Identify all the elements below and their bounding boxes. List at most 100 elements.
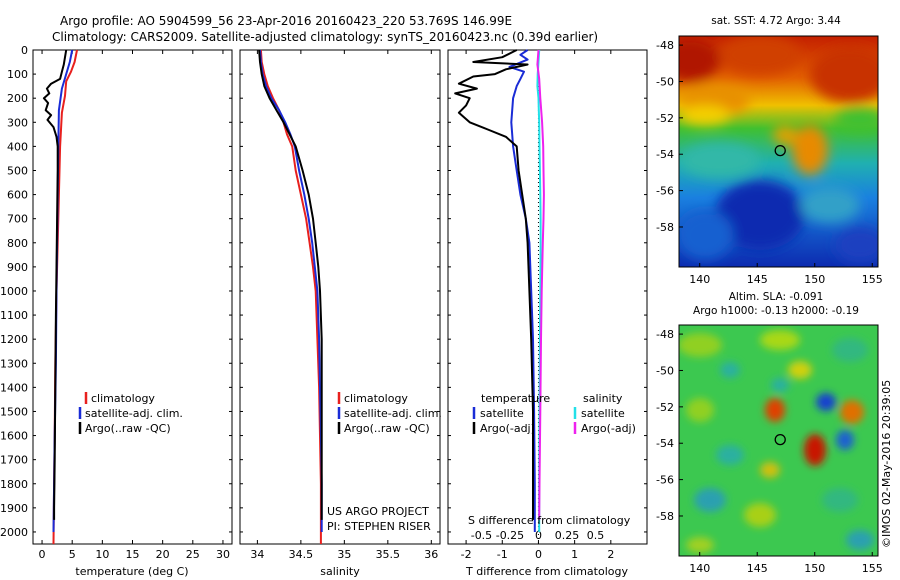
sst-map-title: sat. SST: 4.72 Argo: 3.44 <box>711 15 841 27</box>
pressure-tick-label: 1500 <box>0 405 28 418</box>
lon-tick-label: 140 <box>689 562 710 575</box>
x-tick-label: -1 <box>497 548 508 561</box>
difference-plot-frame <box>447 49 648 545</box>
x-tick-label: 1 <box>571 548 578 561</box>
x-tick-label: 30 <box>216 548 230 561</box>
legend-label-s-satellite: satellite <box>581 407 625 420</box>
pressure-tick-label: 2000 <box>0 526 28 539</box>
x-tick-label: 0 <box>535 548 542 561</box>
lat-tick-label: -58 <box>656 221 674 234</box>
series-line-argo <box>42 49 68 520</box>
x-tick-label: 25 <box>186 548 200 561</box>
series-line-satellite <box>259 49 323 532</box>
sst-map-frame <box>678 35 879 268</box>
project-credit: US ARGO PROJECT <box>327 505 429 518</box>
temperature-axis-label: temperature (deg C) <box>75 565 188 578</box>
sla-map-axes: -48 -50 -52 -54 -56 -58 140 145 150 155 <box>656 328 883 575</box>
legend-label-t-argo: Argo(-adj) <box>480 422 535 435</box>
pressure-tick-label: 600 <box>7 189 28 202</box>
pressure-tick-label: 1300 <box>0 357 28 370</box>
lat-tick-label: -50 <box>656 75 674 88</box>
imos-credit: ©IMOS 02-May-2016 20:39:05 <box>880 380 893 548</box>
sst-map-axes: -48 -50 -52 -54 -56 -58 140 145 150 155 <box>656 39 883 286</box>
legend-label-satellite: satellite-adj. clim. <box>344 407 442 420</box>
x-tick-label: 10 <box>95 548 109 561</box>
series-line-climatology <box>259 49 322 544</box>
salinity-plot-frame <box>239 49 441 545</box>
lon-tick-label: 145 <box>747 562 768 575</box>
sla-map-title-line1: Altim. SLA: -0.091 <box>729 291 824 303</box>
pressure-tick-label: 1600 <box>0 430 28 443</box>
sla-map <box>679 325 878 556</box>
lon-tick-label: 155 <box>862 273 883 286</box>
lon-tick-label: 145 <box>747 273 768 286</box>
lon-tick-label: 140 <box>689 273 710 286</box>
x-tick-label: 0 <box>39 548 46 561</box>
argo-position-marker <box>774 144 786 157</box>
x-tick-label: 20 <box>156 548 170 561</box>
pressure-axis: 0 100 200 300 400 500 600 700 800 900 1000 1100 1200… <box>0 44 28 539</box>
temperature-plot-frame <box>32 49 233 545</box>
s-tick-label: 0.25 <box>555 529 580 542</box>
pressure-tick-label: 200 <box>7 92 28 105</box>
s-tick-label: -0.25 <box>496 529 524 542</box>
lat-tick-label: -48 <box>656 39 674 52</box>
header-title-line1: Argo profile: AO 5904599_56 23-Apr-2016 … <box>60 14 512 28</box>
difference-legend: temperature salinity satellite Argo(-adj… <box>472 392 636 435</box>
lat-tick-label: -58 <box>656 510 674 523</box>
legend-title-temperature: temperature <box>481 392 550 405</box>
lon-tick-label: 150 <box>804 562 825 575</box>
difference-plot: -2 -1 0 1 2 -0.5 -0.25 0 0.25 0.5 <box>448 49 647 561</box>
x-tick-label: 35.5 <box>376 548 401 561</box>
legend-label-satellite: satellite-adj. clim. <box>85 407 183 420</box>
salinity-plot: 34 34.5 35 35.5 36 <box>240 49 440 561</box>
lon-tick-label: 155 <box>862 562 883 575</box>
pressure-tick-label: 0 <box>21 44 28 57</box>
s-difference-axis-label: S difference from climatology <box>468 514 631 527</box>
sla-map-frame <box>678 324 879 557</box>
lat-tick-label: -56 <box>656 474 674 487</box>
lat-tick-label: -56 <box>656 185 674 198</box>
lat-tick-label: -52 <box>656 401 674 414</box>
legend-label-climatology: climatology <box>344 392 408 405</box>
x-tick-label: 34 <box>250 548 264 561</box>
lat-tick-label: -50 <box>656 364 674 377</box>
legend-label-argo: Argo(..raw -QC) <box>344 422 430 435</box>
legend-label-s-argo: Argo(-adj) <box>581 422 636 435</box>
pressure-tick-label: 1000 <box>0 285 28 298</box>
lon-tick-label: 150 <box>804 273 825 286</box>
salinity-legend: climatology satellite-adj. clim. Argo(..… <box>337 392 442 435</box>
s-tick-label: -0.5 <box>471 529 492 542</box>
pressure-tick-label: 400 <box>7 140 28 153</box>
salinity-axis-label: salinity <box>320 565 360 578</box>
sst-map <box>679 36 878 267</box>
s-tick-label: 0 <box>535 529 542 542</box>
t-difference-axis-label: T difference from climatology <box>465 565 628 578</box>
header-title-line2: Climatology: CARS2009. Satellite-adjuste… <box>52 30 598 44</box>
pressure-tick-label: 300 <box>7 116 28 129</box>
lat-tick-label: -48 <box>656 328 674 341</box>
series-line-t-argo <box>454 49 534 520</box>
pressure-tick-label: 900 <box>7 261 28 274</box>
s-tick-label: 0.5 <box>587 529 605 542</box>
temperature-legend: climatology satellite-adj. clim. Argo(..… <box>78 392 183 435</box>
legend-label-argo: Argo(..raw -QC) <box>85 422 171 435</box>
pressure-tick-label: 1200 <box>0 333 28 346</box>
pressure-tick-label: 700 <box>7 213 28 226</box>
x-tick-label: 34.5 <box>289 548 314 561</box>
pressure-tick-label: 1700 <box>0 454 28 467</box>
series-line-t-satellite <box>508 49 536 532</box>
lat-tick-label: -54 <box>656 437 674 450</box>
pressure-tick-label: 1400 <box>0 381 28 394</box>
pressure-tick-label: 100 <box>7 68 28 81</box>
pressure-tick-label: 1800 <box>0 478 28 491</box>
legend-label-climatology: climatology <box>91 392 155 405</box>
legend-title-salinity: salinity <box>583 392 623 405</box>
argo-position-marker <box>774 433 786 446</box>
x-tick-label: -2 <box>461 548 472 561</box>
sla-map-title-line2: Argo h1000: -0.13 h2000: -0.19 <box>693 305 859 317</box>
pressure-tick-label: 1900 <box>0 502 28 515</box>
lat-tick-label: -54 <box>656 148 674 161</box>
legend-label-t-satellite: satellite <box>480 407 524 420</box>
